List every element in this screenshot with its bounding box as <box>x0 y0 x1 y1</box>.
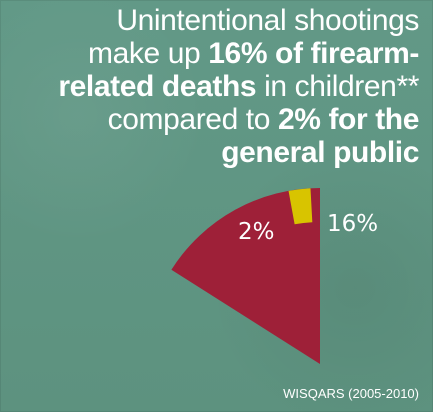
chart-layer: 2% 16% <box>171 188 378 364</box>
data-label-16-percent: 16% <box>327 211 378 237</box>
headline-line-3-bold: related deaths <box>58 70 257 103</box>
headline-line-2-prefix: make up <box>88 37 209 70</box>
data-label-2-percent: 2% <box>238 219 275 245</box>
headline: Unintentional shootings make up 16% of f… <box>9 4 419 169</box>
pie-slice-2-percent <box>288 188 313 225</box>
source-note: WISQARS (2005-2010) <box>283 386 419 401</box>
headline-line-2-bold: 16% of firearm- <box>208 37 419 70</box>
headline-line-1: Unintentional shootings <box>116 4 419 37</box>
headline-line-4-bold: 2% for the <box>277 103 419 136</box>
headline-line-3-suffix: in children** <box>256 70 419 103</box>
pie-slice-16-percent <box>171 188 320 364</box>
headline-line-4-prefix: compared to <box>107 103 278 136</box>
headline-line-5-bold: general public <box>221 136 419 169</box>
